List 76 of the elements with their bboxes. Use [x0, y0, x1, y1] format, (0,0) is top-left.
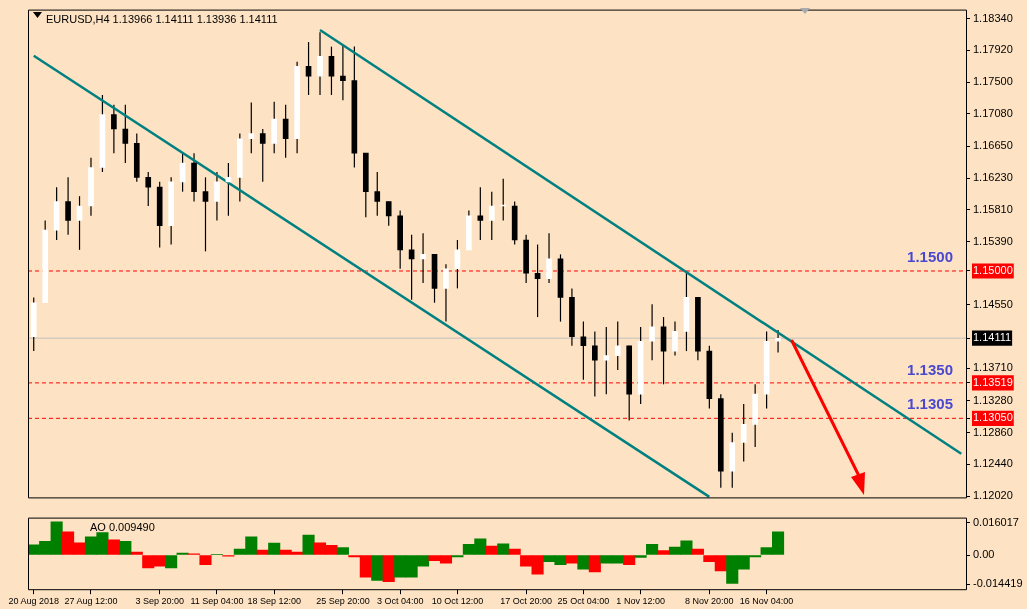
x-tick-label: 25 Sep 20:00: [316, 596, 370, 607]
x-tick-label: 3 Sep 20:00: [135, 596, 184, 607]
candlestick: [214, 171, 220, 221]
bar: [588, 555, 601, 573]
candlestick: [649, 303, 655, 361]
bar: [107, 539, 120, 555]
candlestick: [614, 321, 621, 371]
candlestick: [65, 176, 71, 236]
bar: [336, 547, 349, 555]
ref-line-label: 1.1305: [907, 394, 953, 412]
y-tick-label: 1.13519: [973, 375, 1013, 388]
x-tick-label: 8 Nov 20:00: [685, 596, 734, 607]
chart-title: AO 0.009490: [90, 520, 155, 533]
candlestick: [374, 171, 381, 217]
bar: [623, 555, 636, 565]
y-tick-label: 1.12860: [973, 425, 1013, 438]
x-tick-label: 20 Aug 2018: [8, 596, 60, 607]
x-tick-label: 1 Nov 12:00: [616, 596, 665, 607]
candlestick: [580, 321, 587, 381]
bar: [497, 543, 510, 555]
y-tick-label: 1.17920: [973, 43, 1013, 56]
bar: [119, 541, 132, 555]
ref-line-label: 1.1500: [907, 247, 953, 265]
annotation: 1.1350: [907, 360, 953, 378]
candlestick: [488, 191, 495, 241]
bar: [371, 555, 384, 581]
y-tick-label: 1.16650: [973, 139, 1013, 152]
candlestick: [775, 329, 781, 354]
candlestick: [603, 326, 610, 395]
candlestick: [385, 200, 392, 227]
y-tick-label: 1.14550: [973, 298, 1013, 311]
bar: [165, 555, 178, 569]
y-tick-label: 0.00: [973, 548, 995, 561]
candlestick: [546, 232, 552, 284]
candlestick: [145, 171, 152, 207]
candlestick: [672, 321, 678, 357]
bar: [577, 555, 590, 570]
candlestick: [317, 31, 323, 96]
bar: [302, 534, 315, 555]
y-tick-label: 0.016017: [973, 515, 1019, 528]
x-tick-label: 10 Oct 12:00: [431, 596, 484, 607]
bar: [657, 550, 670, 555]
candlestick: [340, 44, 346, 101]
y-tick-label: 1.12440: [973, 457, 1013, 470]
y-tick-label: 1.14111: [973, 331, 1012, 344]
x-tick-label: 25 Oct 04:00: [557, 596, 610, 607]
y-tick-label: 1.13710: [973, 361, 1013, 374]
x-tick-label: 16 Nov 04:00: [739, 596, 794, 607]
y-tick-label: 1.18340: [973, 11, 1013, 24]
x-tick-label: 11 Sep 04:00: [190, 596, 244, 607]
candlestick: [420, 232, 426, 284]
bar: [268, 542, 281, 555]
bar: [382, 555, 395, 583]
y-tick-label: 1.15810: [973, 202, 1013, 215]
y-tick-label: 1.13280: [973, 393, 1013, 406]
candlestick: [443, 263, 449, 323]
x-tick-label: 18 Sep 12:00: [247, 596, 301, 607]
y-tick-label: 1.16230: [973, 171, 1013, 184]
candlestick: [259, 128, 266, 183]
x-tick-label: 3 Oct 04:00: [376, 596, 424, 607]
chart-title: EURUSD,H4 1.13966 1.14111 1.13936 1.14111: [46, 12, 278, 25]
candlestick: [740, 403, 747, 462]
candlestick: [248, 101, 255, 154]
candlestick: [477, 186, 484, 241]
candlestick: [111, 104, 117, 154]
y-tick-label: 1.17500: [973, 75, 1013, 88]
x-tick-label: 17 Oct 20:00: [500, 596, 552, 607]
x-tick-label: 27 Aug 12:00: [64, 596, 118, 607]
candlestick: [202, 176, 209, 252]
y-tick-label: 1.13050: [973, 411, 1013, 424]
y-tick-label: 1.15000: [973, 264, 1013, 277]
y-tick-label: 1.17080: [973, 106, 1013, 119]
y-tick-label: -0.014419: [973, 577, 1023, 590]
candlestick: [592, 330, 598, 398]
y-tick-label: 1.12020: [973, 489, 1013, 502]
y-tick-label: 1.15390: [973, 234, 1013, 247]
